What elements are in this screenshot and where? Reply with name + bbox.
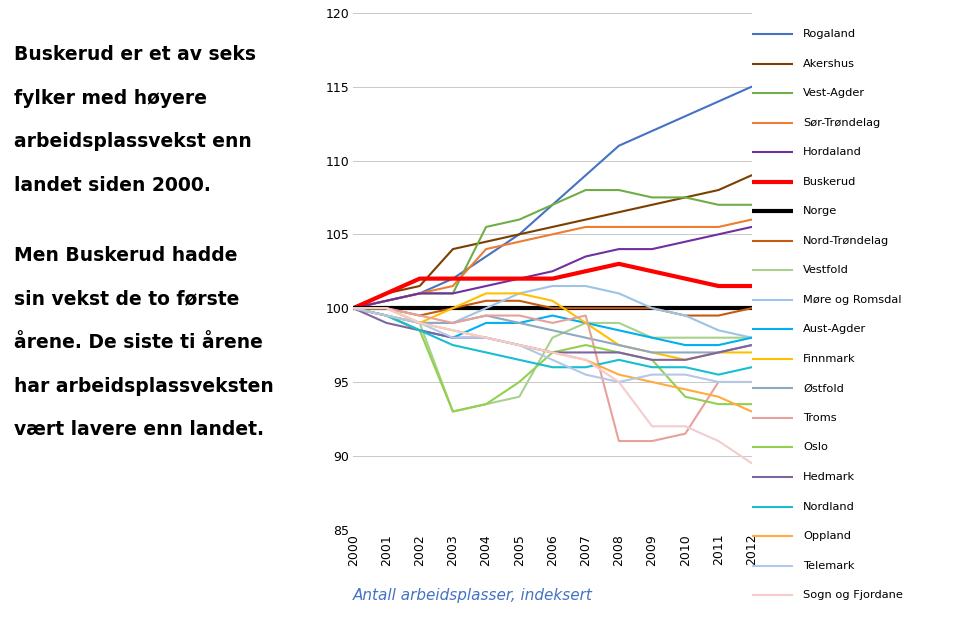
- Text: arbeidsplassvekst enn: arbeidsplassvekst enn: [14, 132, 252, 152]
- Text: Buskerud: Buskerud: [804, 177, 856, 187]
- Text: landet siden 2000.: landet siden 2000.: [14, 176, 211, 195]
- Text: Nord-Trøndelag: Nord-Trøndelag: [804, 236, 890, 246]
- Text: årene. De siste ti årene: årene. De siste ti årene: [14, 333, 263, 352]
- Text: Vestfold: Vestfold: [804, 265, 850, 275]
- Text: Norge: Norge: [804, 206, 837, 216]
- Text: fylker med høyere: fylker med høyere: [14, 89, 207, 108]
- Text: Sogn og Fjordane: Sogn og Fjordane: [804, 590, 903, 600]
- Text: vært lavere enn landet.: vært lavere enn landet.: [14, 421, 264, 439]
- Text: Telemark: Telemark: [804, 560, 854, 571]
- Text: Østfold: Østfold: [804, 383, 844, 394]
- Text: Antall arbeidsplasser, indeksert: Antall arbeidsplasser, indeksert: [353, 589, 593, 603]
- Text: Vest-Agder: Vest-Agder: [804, 88, 865, 98]
- Text: Møre og Romsdal: Møre og Romsdal: [804, 295, 901, 305]
- Text: Oslo: Oslo: [804, 442, 828, 453]
- Text: Finnmark: Finnmark: [804, 354, 856, 364]
- Text: har arbeidsplassveksten: har arbeidsplassveksten: [14, 377, 274, 395]
- Text: Hordaland: Hordaland: [804, 147, 862, 157]
- Text: Rogaland: Rogaland: [804, 29, 856, 39]
- Text: Oppland: Oppland: [804, 531, 852, 541]
- Text: sin vekst de to første: sin vekst de to første: [14, 290, 239, 308]
- Text: Troms: Troms: [804, 413, 837, 423]
- Text: Hedmark: Hedmark: [804, 472, 855, 482]
- Text: Nordland: Nordland: [804, 501, 855, 512]
- Text: Aust-Agder: Aust-Agder: [804, 324, 867, 334]
- Text: Buskerud er et av seks: Buskerud er et av seks: [14, 45, 256, 64]
- Text: Akershus: Akershus: [804, 58, 855, 69]
- Text: Sør-Trøndelag: Sør-Trøndelag: [804, 117, 880, 128]
- Text: Men Buskerud hadde: Men Buskerud hadde: [14, 246, 237, 265]
